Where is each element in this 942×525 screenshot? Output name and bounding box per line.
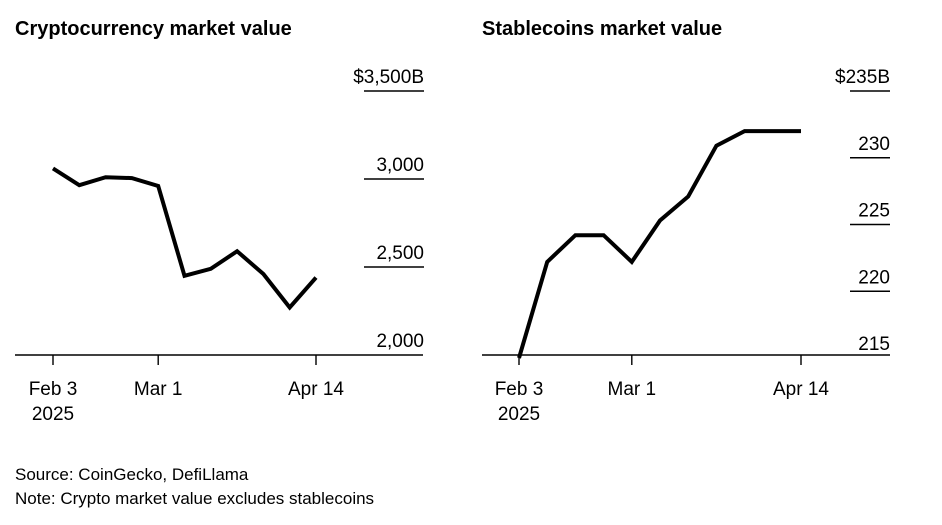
series-line-crypto	[51, 166, 318, 311]
y-tick-label-crypto-2: 2,500	[376, 243, 424, 264]
x-year-label-crypto: 2025	[32, 404, 74, 425]
chart-title-crypto: Cryptocurrency market value	[15, 18, 292, 40]
x-tick-label-stable-0: Feb 3	[495, 379, 544, 400]
x-tick-label-crypto-0: Feb 3	[29, 379, 78, 400]
footnote: Note: Crypto market value excludes stabl…	[15, 489, 375, 508]
x-tick-label-crypto-2: Apr 14	[288, 379, 344, 400]
y-tick-label-stable-4: 215	[858, 334, 890, 355]
x-tick-label-crypto-1: Mar 1	[134, 379, 183, 400]
y-tick-label-crypto-1: 3,000	[376, 155, 424, 176]
x-year-label-stable: 2025	[498, 404, 540, 425]
y-tick-label-crypto-0: $3,500B	[353, 67, 424, 88]
y-tick-label-stable-3: 220	[858, 267, 890, 288]
y-tick-label-stable-2: 225	[858, 201, 890, 222]
x-tick-label-stable-1: Mar 1	[608, 379, 657, 400]
chart-title-stable: Stablecoins market value	[482, 18, 722, 40]
y-tick-label-crypto-3: 2,000	[376, 331, 424, 352]
x-tick-label-stable-2: Apr 14	[773, 379, 829, 400]
series-line-stable	[517, 129, 801, 359]
y-tick-label-stable-1: 230	[858, 134, 890, 155]
source-note: Source: CoinGecko, DefiLlama	[15, 465, 249, 484]
y-tick-label-stable-0: $235B	[835, 67, 890, 88]
